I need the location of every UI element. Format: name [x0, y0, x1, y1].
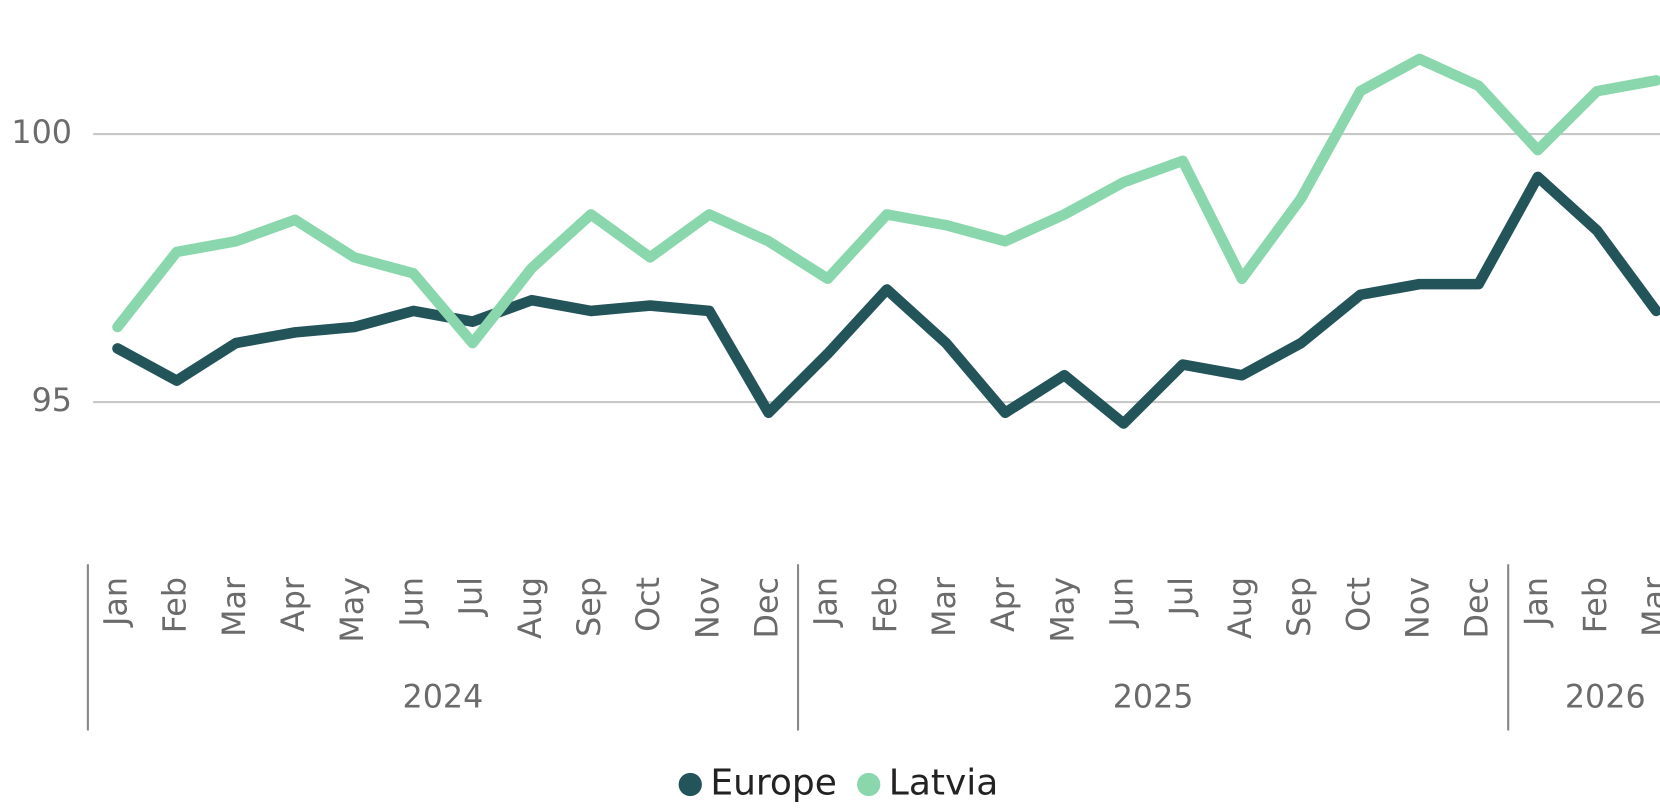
- y-tick-label: 100: [11, 115, 72, 151]
- x-tick-label: Feb: [868, 577, 904, 633]
- x-tick-label: Jun: [394, 577, 430, 629]
- year-label: 2024: [403, 680, 484, 716]
- x-tick-label: Oct: [631, 577, 667, 632]
- x-tick-label: Mar: [1637, 576, 1660, 637]
- y-tick-label: 95: [32, 383, 72, 419]
- x-tick-label: Sep: [1282, 577, 1318, 637]
- x-tick-label: Mar: [217, 576, 253, 637]
- series-line: [112, 171, 1660, 429]
- legend-label: Latvia: [889, 763, 999, 804]
- year-label: 2025: [1113, 680, 1194, 716]
- x-tick-label: Oct: [1341, 577, 1377, 632]
- x-tick-label: Jul: [1164, 577, 1200, 617]
- x-tick-label: Sep: [572, 577, 608, 637]
- series-line: [112, 53, 1660, 349]
- x-tick-label: Mar: [927, 576, 963, 637]
- year-label: 2026: [1565, 680, 1646, 716]
- x-tick-label: Jul: [454, 577, 490, 617]
- x-tick-label: Apr: [986, 576, 1022, 632]
- x-tick-label: Nov: [690, 577, 726, 639]
- legend-marker: [857, 772, 881, 797]
- plot-area: [112, 53, 1660, 429]
- x-tick-label: Dec: [749, 577, 785, 638]
- x-tick-label: Dec: [1460, 577, 1496, 638]
- legend: Europe Latvia: [678, 763, 999, 804]
- x-tick-label: May: [1045, 577, 1081, 643]
- legend-label: Europe: [710, 763, 837, 804]
- x-axis: Jan Feb Mar Apr May Jun Jul Aug Sep Oct Nov Dec Jan F…: [86, 564, 1660, 731]
- x-tick-label: Jan: [99, 577, 135, 628]
- x-tick-label: Jan: [1519, 577, 1555, 628]
- x-tick-label: Feb: [1578, 577, 1614, 633]
- x-tick-label: Apr: [276, 576, 312, 632]
- x-tick-label: Jun: [1105, 577, 1141, 629]
- x-tick-label: Jan: [809, 577, 845, 628]
- x-tick-label: Aug: [513, 577, 549, 639]
- legend-marker: [678, 772, 702, 797]
- grid: 95 100: [11, 115, 1660, 419]
- x-tick-label: Aug: [1223, 577, 1259, 639]
- x-tick-label: May: [335, 577, 371, 643]
- x-tick-label: Nov: [1400, 577, 1436, 639]
- x-tick-label: Feb: [158, 577, 194, 633]
